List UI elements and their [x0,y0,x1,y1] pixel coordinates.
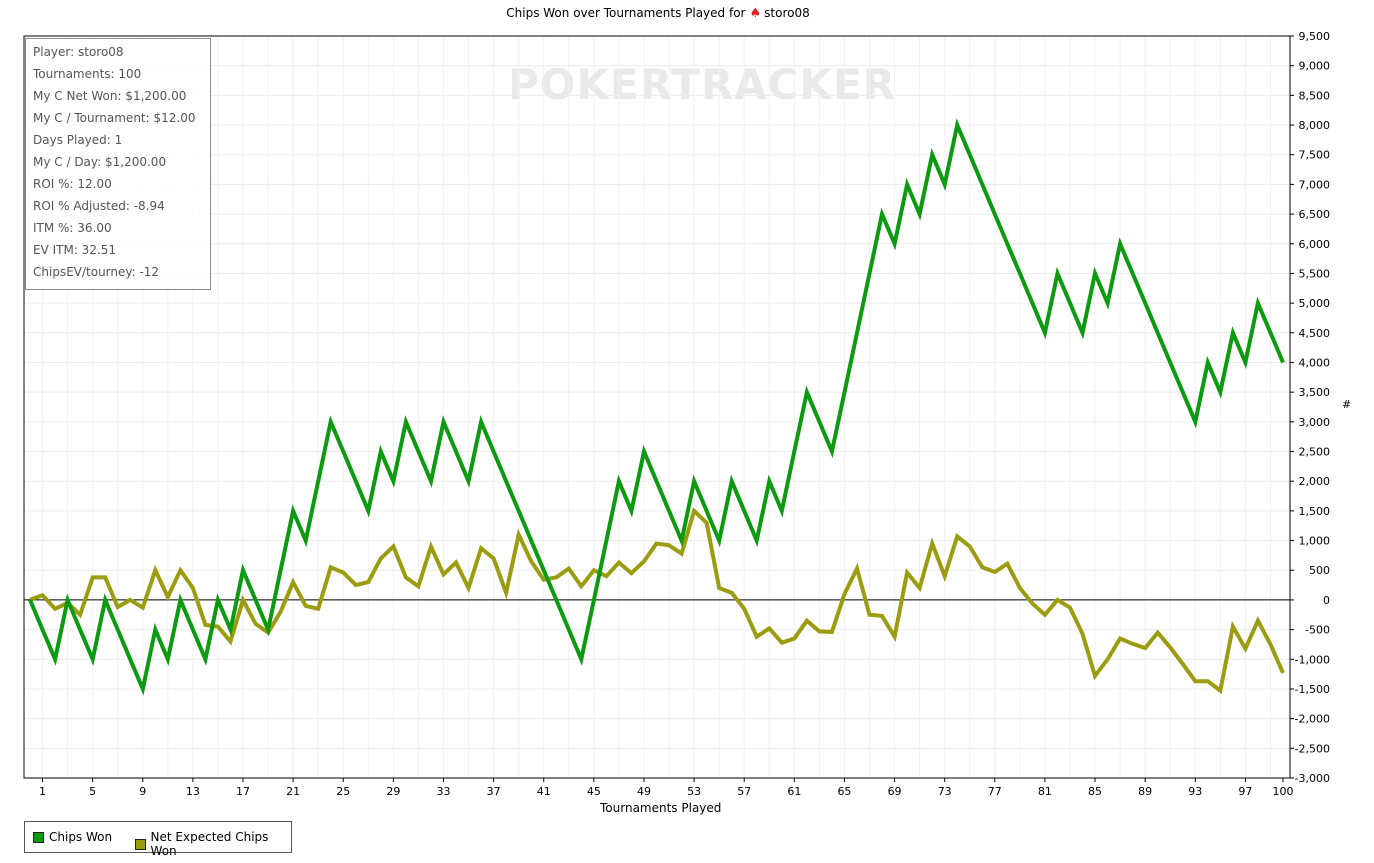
y-tick-label: 0 [1323,594,1330,607]
y-tick-label: 500 [1309,564,1330,577]
stats-box: Player: storo08 Tournaments: 100 My C Net … [25,38,211,290]
x-tick-label: 21 [286,785,300,798]
y-tick-label: 8,500 [1299,89,1331,102]
stats-line: Tournaments: 100 [33,67,142,81]
y-tick-label: -3,000 [1295,772,1330,785]
legend-item: Net Expected Chips Won [135,830,291,858]
y-tick-label: 6,500 [1299,208,1331,221]
y-axis-ticks: 9,500 9,000 8,500 8,000 7,500 7,000 6,500 6,000… [1290,30,1330,785]
x-tick-label: 5 [89,785,96,798]
stats-line: Days Played: 1 [33,133,123,147]
x-tick-label: 13 [186,785,200,798]
stats-line: Player: storo08 [33,45,124,59]
stats-line: ChipsEV/tourney: -12 [33,265,160,279]
y-tick-label: -2,500 [1295,742,1330,755]
legend-swatch [135,838,146,850]
x-tick-label: 17 [236,785,250,798]
series-line-chips-won [28,118,1285,696]
stats-line: EV ITM: 32.51 [33,243,117,257]
chart-title: Chips Won over Tournaments Played for ♠ st… [0,6,1316,21]
x-tick-label: 9 [139,785,146,798]
chart-title-text: Chips Won over Tournaments Played for [506,6,746,20]
legend-item: Chips Won [33,830,112,844]
x-tick-label: 25 [336,785,350,798]
y-tick-label: 9,500 [1299,30,1331,43]
stats-line: ROI %: 12.00 [33,177,112,191]
spade-icon: ♠ [749,6,762,21]
y-tick-label: 2,500 [1299,446,1331,459]
legend-label: Chips Won [49,830,113,844]
y-tick-label: 5,500 [1299,267,1331,280]
x-tick-label: 33 [436,785,450,798]
x-tick-label: 29 [386,785,400,798]
y-tick-label: 3,000 [1299,416,1331,429]
y-axis-label: # [1342,398,1352,411]
x-tick-label: 69 [888,785,902,798]
x-tick-label: 65 [837,785,851,798]
stats-line: My C Net Won: $1,200.00 [33,89,187,103]
x-tick-label: 85 [1088,785,1102,798]
y-tick-label: 5,000 [1299,297,1331,310]
stats-line: ITM %: 36.00 [33,221,112,235]
x-tick-label: 45 [587,785,601,798]
y-tick-label: 8,000 [1299,119,1331,132]
y-tick-label: -2,000 [1295,713,1330,726]
y-tick-label: 9,000 [1299,60,1331,73]
legend-swatch [33,831,44,843]
x-tick-label: 49 [637,785,651,798]
y-tick-label: 7,000 [1299,178,1331,191]
y-tick-label: 6,000 [1299,238,1331,251]
x-tick-label: 53 [687,785,701,798]
legend: Chips Won Net Expected Chips Won [24,821,292,858]
y-tick-label: 4,500 [1299,327,1331,340]
x-tick-label: 57 [737,785,751,798]
x-tick-label: 89 [1138,785,1152,798]
x-tick-label: 81 [1038,785,1052,798]
x-tick-label: 41 [537,785,551,798]
stats-line: My C / Tournament: $12.00 [33,111,196,125]
y-tick-label: 3,500 [1299,386,1331,399]
y-tick-label: 4,000 [1299,356,1331,369]
series-layer [28,118,1285,696]
series-line-net-expected-chips-won [29,507,1285,695]
watermark-logo: POKERTRACKER [508,60,897,109]
y-tick-label: 2,000 [1299,475,1331,488]
x-tick-label: 1 [39,785,46,798]
chart-title-player: storo08 [764,6,810,20]
y-tick-label: 1,000 [1299,535,1331,548]
stats-line: My C / Day: $1,200.00 [33,155,167,169]
x-tick-label: 73 [938,785,952,798]
y-tick-label: -1,500 [1295,683,1330,696]
x-tick-label: 61 [787,785,801,798]
legend-label: Net Expected Chips Won [150,830,269,858]
x-axis-label: Tournaments Played [600,801,722,815]
y-tick-label: 1,500 [1299,505,1331,518]
x-tick-label: 77 [988,785,1002,798]
stats-line: ROI % Adjusted: -8.94 [33,199,165,213]
y-tick-label: -1,000 [1295,653,1330,666]
y-tick-label: 7,500 [1299,149,1331,162]
x-axis-ticks: 1 5 9 13 17 21 25 29 33 37 41 45 49 53 57 61 65 69 73 77 81 8… [39,778,1294,798]
x-tick-label: 97 [1238,785,1252,798]
x-tick-label: 93 [1188,785,1202,798]
x-tick-label: 100 [1273,785,1294,798]
plot-frame [23,35,1291,779]
x-tick-label: 37 [487,785,501,798]
y-tick-label: -500 [1305,624,1330,637]
